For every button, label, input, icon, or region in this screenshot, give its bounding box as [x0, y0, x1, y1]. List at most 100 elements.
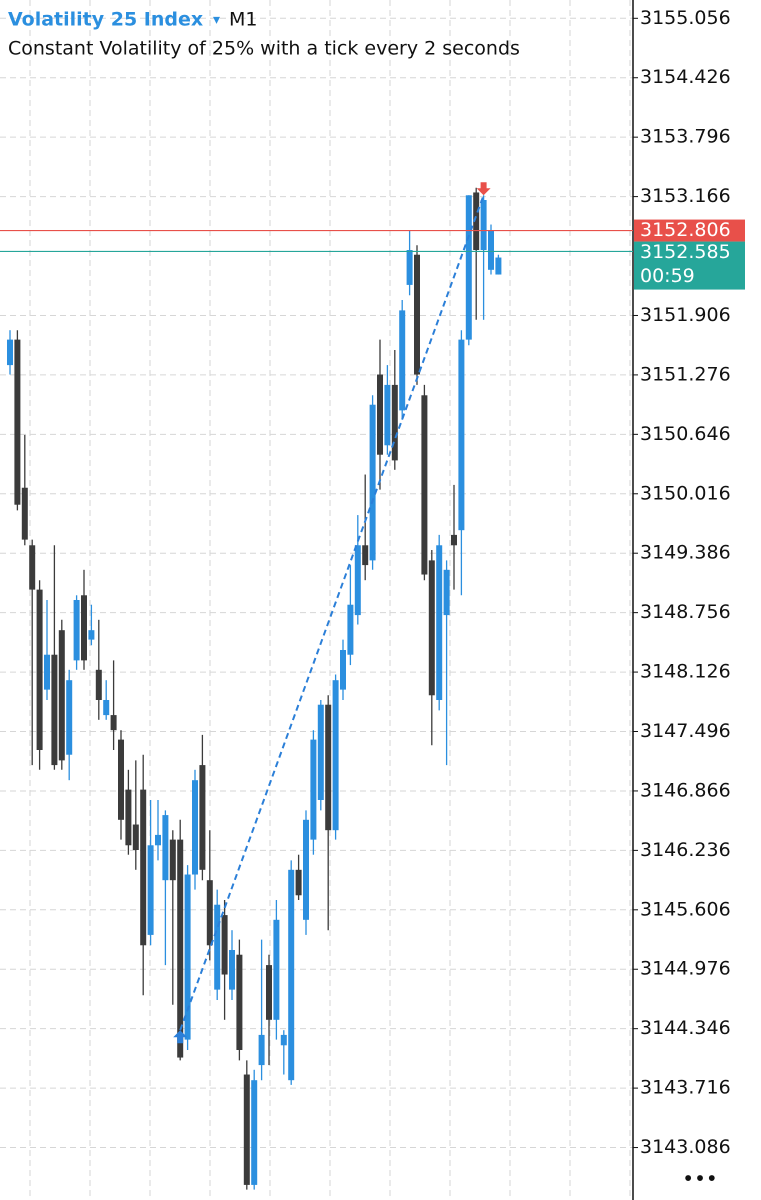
- candle-body: [51, 654, 58, 766]
- y-tick-label: 3154.426: [640, 66, 731, 88]
- candle-body: [29, 545, 36, 590]
- candle-body: [362, 545, 369, 566]
- y-tick-label: 3147.496: [640, 720, 731, 742]
- candle-body: [7, 339, 13, 366]
- bid-label-box: [634, 241, 745, 290]
- bid-label: 3152.585: [640, 241, 731, 263]
- entry-arrow: [173, 1030, 188, 1044]
- candle-body: [465, 195, 472, 340]
- y-tick-label: 3144.346: [640, 1017, 731, 1039]
- candle-body: [332, 680, 339, 831]
- candle-body: [377, 374, 383, 455]
- y-tick-label: 3146.236: [640, 839, 731, 861]
- candle-body: [125, 789, 132, 846]
- candle-body: [488, 230, 494, 270]
- candle-body: [140, 789, 147, 946]
- y-tick-label: 3155.056: [640, 7, 731, 29]
- candle-body: [95, 669, 102, 700]
- candle-body: [303, 819, 309, 920]
- ask-label: 3152.806: [640, 219, 731, 241]
- y-tick-label: 3143.086: [640, 1136, 731, 1158]
- y-tick-label: 3153.796: [640, 126, 731, 148]
- candle-body: [169, 839, 176, 881]
- candle-body: [236, 954, 243, 1050]
- candle-body: [295, 869, 302, 896]
- plot-area: [0, 0, 633, 1200]
- candle-body: [221, 915, 228, 975]
- candle-body: [317, 704, 324, 800]
- candle-body: [81, 595, 87, 661]
- candle-body: [192, 780, 198, 875]
- candle-body: [384, 384, 391, 446]
- y-tick-label: 3145.606: [640, 898, 731, 920]
- candle-body: [436, 545, 443, 700]
- candle-body: [347, 604, 354, 655]
- candle-body: [391, 384, 398, 461]
- candle-body: [310, 739, 317, 840]
- candle-body: [266, 965, 272, 1020]
- candle-body: [243, 1074, 250, 1185]
- y-tick-label: 3146.866: [640, 779, 731, 801]
- candle-body: [155, 834, 161, 846]
- candle-body: [118, 739, 124, 820]
- candle-body: [199, 765, 206, 870]
- candle-body: [421, 395, 428, 575]
- candle-body: [21, 487, 28, 540]
- chart-subtitle: Constant Volatility of 25% with a tick e…: [8, 38, 520, 60]
- candle-body: [58, 630, 65, 761]
- candle-body: [288, 869, 295, 1081]
- candle-body: [36, 589, 43, 750]
- candle-body: [103, 700, 110, 716]
- y-tick-label: 3149.386: [640, 542, 731, 564]
- candle-body: [325, 704, 332, 831]
- y-tick-label: 3150.016: [640, 482, 731, 504]
- candle-body: [480, 200, 487, 250]
- candle-body: [369, 404, 376, 561]
- menu-button[interactable]: •••: [682, 1167, 717, 1191]
- candle-body: [66, 680, 73, 755]
- candle-body: [162, 815, 169, 881]
- candle-body: [147, 845, 154, 935]
- candle-body: [258, 1034, 265, 1066]
- candle-body: [110, 715, 117, 731]
- candle-body: [229, 950, 235, 990]
- candle-body: [340, 650, 346, 690]
- exit-arrow: [476, 182, 491, 196]
- candle-body: [414, 254, 420, 375]
- dropdown-icon[interactable]: ▾: [213, 12, 220, 28]
- y-tick-label: 3153.166: [640, 185, 731, 207]
- candle-body: [458, 339, 465, 531]
- chart-title[interactable]: Volatility 25 Index: [8, 9, 203, 31]
- candle-body: [451, 534, 457, 546]
- y-tick-label: 3148.756: [640, 601, 731, 623]
- y-tick-label: 3151.906: [640, 304, 731, 326]
- timeframe[interactable]: M1: [229, 9, 257, 31]
- candle-body: [443, 569, 450, 616]
- y-tick-label: 3148.126: [640, 661, 731, 683]
- candle-body: [177, 839, 184, 1058]
- y-tick-label: 3143.716: [640, 1077, 731, 1099]
- candle-body: [495, 257, 502, 275]
- y-tick-label: 3150.646: [640, 423, 731, 445]
- candle-body: [251, 1080, 258, 1185]
- trade-line: [179, 194, 485, 1031]
- candle-body: [206, 880, 213, 946]
- ask-label-box: [634, 219, 745, 242]
- y-tick-label: 3151.276: [640, 363, 731, 385]
- y-tick-label: 3144.976: [640, 958, 731, 980]
- countdown: 00:59: [640, 265, 695, 287]
- candle-body: [428, 560, 435, 696]
- candle-body: [14, 339, 21, 505]
- candle-body: [44, 654, 50, 690]
- candle-body: [406, 250, 413, 285]
- candle-body: [399, 310, 406, 411]
- candle-body: [273, 919, 280, 1020]
- candle-body: [132, 824, 139, 850]
- candle-body: [354, 545, 361, 616]
- candle-body: [280, 1034, 287, 1046]
- candle-body: [88, 630, 95, 640]
- candle-body: [184, 874, 191, 1040]
- candle-body: [73, 600, 80, 661]
- candle-body: [473, 192, 480, 250]
